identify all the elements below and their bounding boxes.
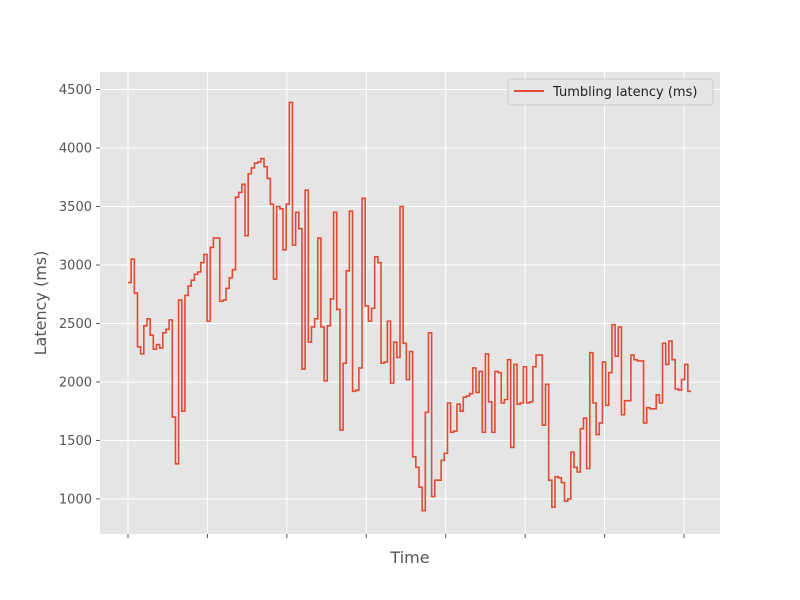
y-tick-labels: 1000 1500 2000 2500 3000 3500 4000 4500 — [59, 83, 92, 507]
x-gridlines — [127, 72, 685, 534]
y-tick-label: 4500 — [59, 83, 92, 98]
y-tick-label: 1000 — [59, 492, 92, 507]
y-gridlines — [100, 89, 720, 500]
plot-background — [100, 72, 720, 534]
y-axis-ticks — [96, 89, 100, 500]
y-axis-label: Latency (ms) — [31, 251, 50, 356]
y-tick-label: 4000 — [59, 142, 92, 157]
x-axis-label: Time — [389, 548, 429, 567]
legend-label: Tumbling latency (ms) — [552, 85, 697, 100]
y-tick-label: 3500 — [59, 200, 92, 215]
x-axis-ticks — [127, 534, 685, 538]
legend-box — [507, 78, 714, 106]
y-tick-label: 1500 — [59, 434, 92, 449]
y-tick-label: 3000 — [59, 258, 92, 273]
legend: Tumbling latency (ms) — [507, 78, 714, 106]
y-tick-label: 2500 — [59, 317, 92, 332]
series-line-tumbling-latency — [128, 101, 691, 512]
y-tick-label: 2000 — [59, 375, 92, 390]
